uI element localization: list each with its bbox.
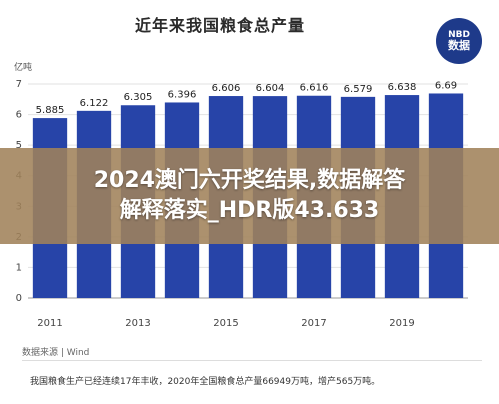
y-axis-label: 亿吨 bbox=[14, 61, 32, 73]
x-tick-label: 2015 bbox=[213, 318, 238, 329]
data-label: 6.616 bbox=[300, 83, 329, 94]
data-label: 6.305 bbox=[124, 92, 153, 103]
overlay-banner: 2024澳门六开奖结果,数据解答 解释落实_HDR版43.633 bbox=[0, 148, 499, 244]
x-tick-label: 2019 bbox=[389, 318, 414, 329]
data-label: 6.396 bbox=[168, 89, 197, 100]
data-label: 6.638 bbox=[388, 82, 417, 93]
logo-text-nbd: NBD bbox=[448, 30, 470, 40]
x-tick-label: 2011 bbox=[37, 318, 62, 329]
footnote: 我国粮食生产已经连续17年丰收，2020年全国粮食总产量66949万吨，增产56… bbox=[30, 377, 381, 387]
data-label: 6.579 bbox=[344, 84, 373, 95]
data-label: 6.604 bbox=[256, 83, 285, 94]
data-label: 6.606 bbox=[212, 83, 241, 94]
y-tick-label: 5 bbox=[16, 140, 22, 151]
overlay-line-2: 解释落实_HDR版43.633 bbox=[119, 198, 380, 223]
data-labels: 5.885 6.122 6.305 6.396 6.606 6.604 6.616 6.579… bbox=[36, 80, 457, 116]
overlay-line-1: 2024澳门六开奖结果,数据解答 bbox=[93, 168, 406, 193]
x-tick-labels: 2011 2013 2015 2017 2019 bbox=[37, 318, 414, 329]
data-label: 6.122 bbox=[80, 98, 109, 109]
x-tick-label: 2017 bbox=[301, 318, 326, 329]
x-tick-label: 2013 bbox=[125, 318, 150, 329]
y-tick-label: 0 bbox=[16, 293, 22, 304]
y-tick-label: 7 bbox=[16, 79, 22, 90]
y-tick-label: 1 bbox=[16, 262, 22, 273]
y-tick-label: 6 bbox=[16, 110, 22, 121]
data-label: 6.69 bbox=[435, 80, 457, 91]
logo-text-data: 数据 bbox=[448, 39, 470, 52]
nbd-logo: NBD 数据 bbox=[436, 18, 482, 64]
data-label: 5.885 bbox=[36, 105, 65, 116]
chart-title: 近年来我国粮食总产量 bbox=[134, 16, 305, 35]
divider bbox=[22, 360, 482, 361]
data-source: 数据来源 | Wind bbox=[22, 348, 90, 358]
